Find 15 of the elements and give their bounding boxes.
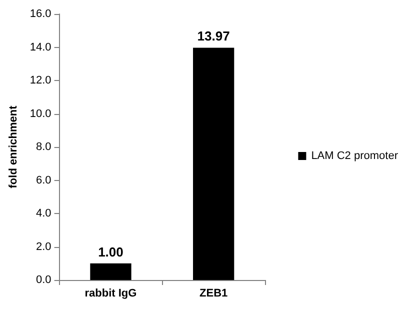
y-tick-label: 0.0 xyxy=(36,274,52,286)
y-axis-title: fold enrichment xyxy=(8,105,20,188)
y-tick-label: 14.0 xyxy=(30,41,52,54)
y-tick-label: 4.0 xyxy=(36,208,52,220)
data-label: 13.97 xyxy=(197,28,230,44)
x-tick-label: ZEB1 xyxy=(200,288,228,300)
y-tick-label: 16.0 xyxy=(30,8,52,20)
y-tick-label: 8.0 xyxy=(36,141,52,153)
y-tick-label: 6.0 xyxy=(36,174,52,186)
y-tick-label: 2.0 xyxy=(36,240,52,253)
x-tick-label: rabbit IgG xyxy=(84,288,137,300)
y-tick-label: 12.0 xyxy=(30,74,52,86)
y-tick-label: 10.0 xyxy=(30,108,52,120)
data-label: 1.00 xyxy=(98,244,124,260)
legend-label: LAM C2 promoter xyxy=(311,150,398,162)
